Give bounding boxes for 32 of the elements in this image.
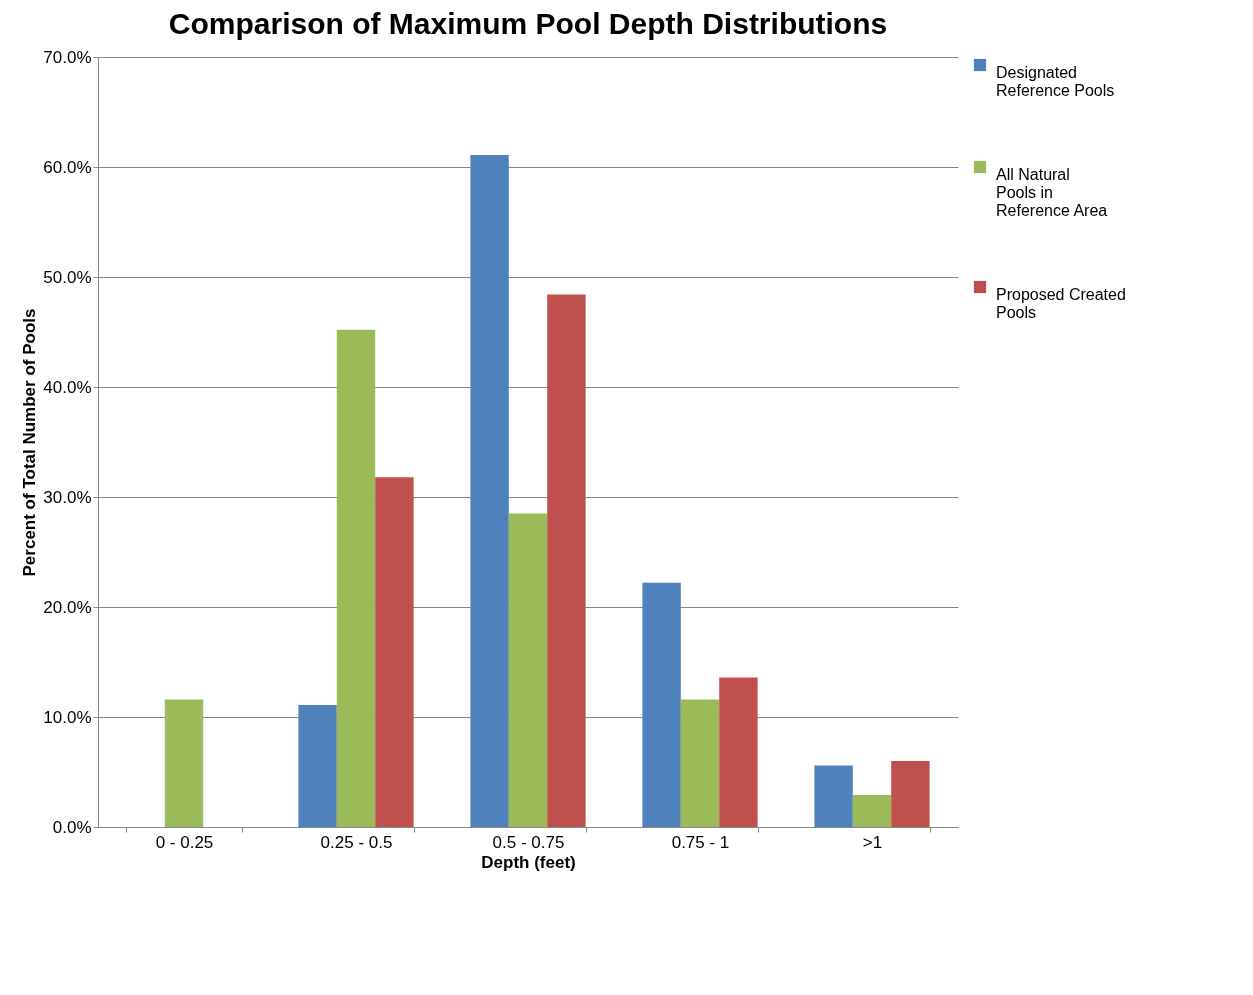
bar [642, 582, 681, 827]
bar [298, 704, 337, 827]
y-tick-label: 20.0% [43, 597, 92, 617]
y-tick-label: 50.0% [43, 267, 92, 287]
bar [164, 699, 204, 827]
y-tick-label: 0.0% [52, 817, 92, 837]
x-tick-label: 0.25 - 0.5 [320, 832, 393, 852]
x-tick-label: 0.5 - 0.75 [492, 832, 565, 852]
bar [508, 513, 548, 827]
bar [852, 795, 892, 827]
legend-label: Proposed Created Pools [996, 286, 1126, 321]
y-tick-label: 40.0% [43, 377, 92, 397]
legend-label: Designated Reference Pools [996, 64, 1115, 99]
bar [470, 154, 509, 827]
bar [375, 477, 414, 827]
bar [336, 329, 376, 827]
x-axis-title: Depth (feet) [481, 852, 576, 872]
bar [719, 677, 758, 827]
x-tick-label: >1 [862, 832, 883, 852]
bar [547, 294, 586, 827]
x-tick-label: 0.75 - 1 [671, 832, 730, 852]
x-tick-label: 0 - 0.25 [155, 832, 214, 852]
y-axis-title: Percent of Total Number of Pools [20, 308, 40, 577]
y-tick-label: 30.0% [43, 487, 92, 507]
chart-title: Comparison of Maximum Pool Depth Distributions [168, 7, 888, 40]
y-tick-label: 70.0% [43, 47, 92, 67]
y-tick-label: 60.0% [43, 157, 92, 177]
y-tick-label: 10.0% [43, 707, 92, 727]
bar [814, 765, 853, 827]
legend-label: All Natural Pools in Reference Area [996, 166, 1108, 219]
bar [891, 761, 930, 827]
bar [680, 699, 720, 827]
